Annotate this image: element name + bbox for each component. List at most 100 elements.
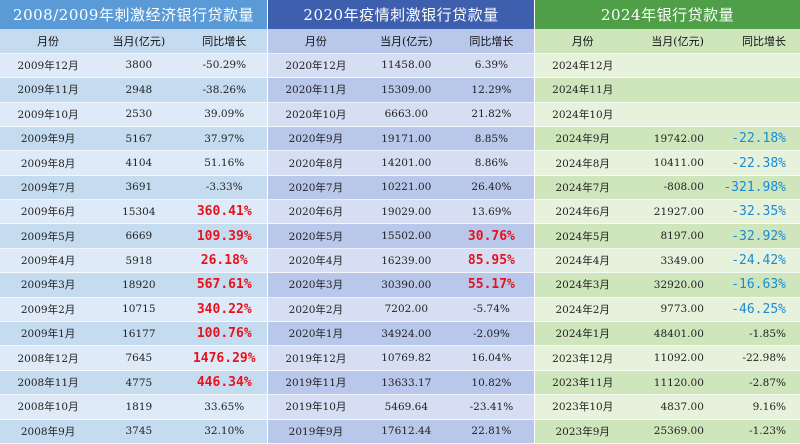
table-row: 2024年9月 19742.00 -22.18% (535, 126, 800, 152)
amount-cell: 11092.00 (653, 352, 704, 365)
month-cell: 2009年10月 (17, 108, 79, 121)
month-cell: 2020年3月 (288, 279, 344, 292)
amount-cell: 18920 (122, 278, 156, 291)
yoy-growth-cell: 30.76% (467, 228, 515, 244)
table-header-row: 月份 当月(亿元) 同比增长 (535, 29, 800, 54)
month-cell: 2009年8月 (20, 157, 76, 170)
month-cell: 2009年12月 (17, 59, 79, 72)
month-cell: 2024年6月 (555, 206, 610, 219)
month-cell: 2019年12月 (285, 352, 347, 365)
table-row: 2009年7月 3691 -3.33% (0, 175, 267, 201)
amount-cell: 15309.00 (381, 83, 432, 96)
amount-cell: 2530 (125, 108, 153, 121)
month-cell: 2020年12月 (285, 59, 347, 72)
month-cell: 2009年9月 (20, 133, 76, 146)
table-row: 2024年10月 (535, 102, 800, 127)
month-cell: 2009年3月 (20, 279, 76, 292)
yoy-growth-cell: 360.41% (196, 204, 252, 220)
amount-cell: 5469.64 (384, 400, 429, 413)
amount-cell: 6663.00 (384, 108, 429, 121)
amount-cell: 4104 (125, 157, 153, 169)
amount-cell: 8197.00 (660, 230, 704, 243)
table-row: 2024年2月 9773.00 -46.25% (535, 297, 800, 323)
table-header-row: 月份 当月(亿元) 同比增长 (0, 29, 267, 54)
yoy-growth-cell: -22.38% (731, 155, 786, 171)
month-cell: 2019年11月 (285, 377, 347, 390)
panel-rows: 月份 当月(亿元) 同比增长 2024年12月 2024年11月 2024年10月 2024… (535, 29, 800, 444)
panel-2024: 2024年银行贷款量 月份 当月(亿元) 同比增长 2024年12月 2024年11月 2… (535, 0, 800, 444)
yoy-growth-cell: 9.16% (752, 400, 786, 413)
month-cell: 2023年12月 (552, 352, 614, 365)
table-row: 2009年11月 2948 -38.26% (0, 78, 267, 103)
amount-cell: 34924.00 (381, 327, 432, 340)
column-header: 当月(亿元) (651, 35, 704, 49)
panel-title: 2020年疫情刺激银行贷款量 (268, 0, 534, 30)
amount-cell: 10715 (122, 303, 156, 316)
month-cell: 2024年4月 (555, 255, 610, 268)
yoy-growth-cell: -16.63% (731, 277, 786, 293)
table-row: 2023年9月 25369.00 -1.23% (535, 419, 800, 444)
month-cell: 2023年11月 (552, 377, 614, 390)
month-cell: 2024年9月 (555, 133, 610, 146)
amount-cell: 5918 (125, 254, 153, 267)
yoy-growth-cell: -38.26% (202, 83, 247, 96)
month-cell: 2008年9月 (20, 425, 76, 438)
amount-cell: -808.00 (663, 181, 704, 194)
amount-cell: 1819 (125, 400, 153, 413)
month-cell: 2009年2月 (20, 303, 76, 316)
month-cell: 2024年2月 (555, 303, 610, 316)
column-header: 月份 (37, 35, 60, 49)
table-row: 2024年5月 8197.00 -32.92% (535, 224, 800, 249)
yoy-growth-cell: 33.65% (204, 400, 245, 413)
table-row: 2023年12月 11092.00 -22.98% (535, 346, 800, 371)
amount-cell: 32920.00 (653, 278, 704, 291)
yoy-growth-cell: -23.41% (469, 400, 514, 413)
month-cell: 2019年9月 (288, 425, 344, 438)
yoy-growth-cell: 22.81% (471, 425, 512, 438)
yoy-growth-cell: 567.61% (196, 277, 252, 293)
yoy-growth-cell: 55.17% (467, 277, 515, 293)
table-row: 2019年9月 17612.44 22.81% (268, 419, 534, 444)
yoy-growth-cell: 85.95% (467, 253, 515, 269)
amount-cell: 4775 (125, 376, 153, 389)
month-cell: 2020年9月 (288, 133, 344, 146)
month-cell: 2009年11月 (17, 84, 79, 97)
amount-cell: 10411.00 (653, 157, 704, 169)
column-header: 当月(亿元) (380, 35, 433, 49)
yoy-growth-cell: 12.29% (471, 83, 512, 96)
table-header-row: 月份 当月(亿元) 同比增长 (268, 29, 534, 54)
amount-cell: 21927.00 (653, 205, 704, 218)
month-cell: 2020年6月 (288, 206, 344, 219)
amount-cell: 15304 (122, 205, 156, 218)
amount-cell: 19171.00 (381, 132, 432, 145)
table-row: 2019年11月 13633.17 10.82% (268, 370, 534, 396)
yoy-growth-cell: -32.92% (731, 228, 786, 244)
table-row: 2009年12月 3800 -50.29% (0, 53, 267, 79)
month-cell: 2009年1月 (20, 328, 76, 341)
amount-cell: 17612.44 (381, 425, 432, 438)
yoy-growth-cell: -1.23% (749, 425, 786, 438)
month-cell: 2020年5月 (288, 230, 344, 243)
month-cell: 2024年11月 (552, 84, 614, 97)
month-cell: 2019年10月 (285, 401, 347, 414)
table-row: 2024年4月 3349.00 -24.42% (535, 248, 800, 274)
month-cell: 2024年5月 (555, 230, 610, 243)
amount-cell: 3800 (125, 59, 153, 72)
amount-cell: 16177 (122, 327, 156, 340)
month-cell: 2008年12月 (17, 352, 79, 365)
month-cell: 2008年11月 (17, 377, 79, 390)
yoy-growth-cell: -50.29% (202, 59, 247, 72)
yoy-growth-cell: 10.82% (471, 376, 512, 389)
table-row: 2008年11月 4775 446.34% (0, 370, 267, 396)
table-row: 2019年10月 5469.64 -23.41% (268, 395, 534, 420)
month-cell: 2024年10月 (552, 108, 614, 121)
amount-cell: 25369.00 (653, 425, 704, 438)
yoy-growth-cell: 8.86% (474, 157, 509, 169)
month-cell: 2024年12月 (552, 59, 614, 72)
amount-cell: 11458.00 (381, 59, 432, 72)
amount-cell: 7645 (125, 352, 153, 365)
yoy-growth-cell: 51.16% (204, 157, 245, 169)
yoy-growth-cell: -46.25% (731, 301, 786, 317)
table-row: 2020年4月 16239.00 85.95% (268, 248, 534, 274)
